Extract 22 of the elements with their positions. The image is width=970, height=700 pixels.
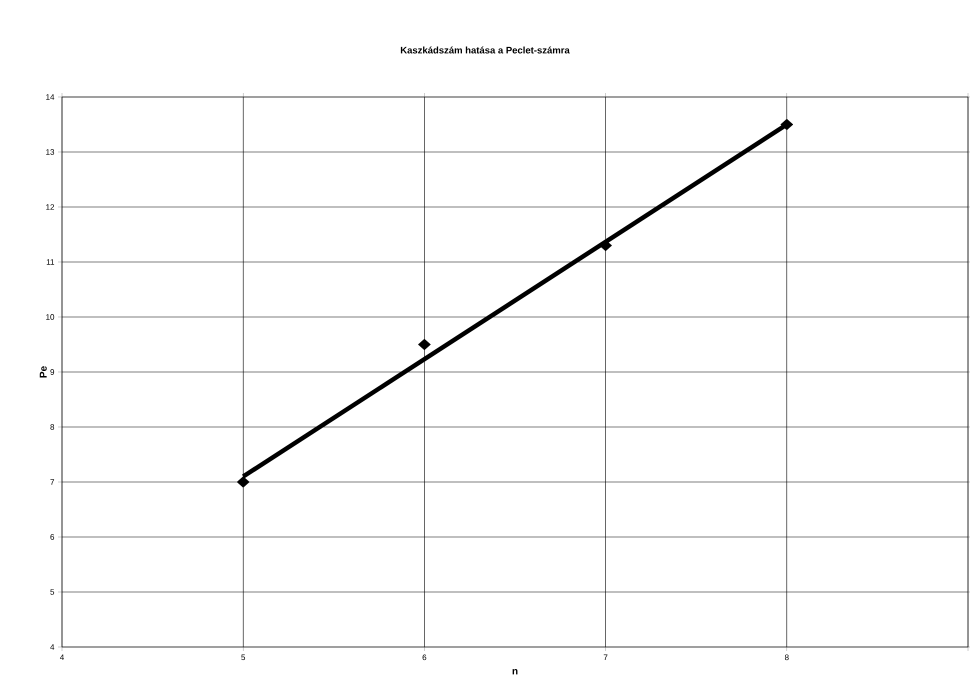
y-tick-label: 4 (50, 644, 54, 650)
x-tick-label: 6 (422, 654, 426, 660)
y-tick-label: 7 (50, 479, 54, 485)
y-tick-label: 11 (46, 259, 54, 265)
y-tick-label: 12 (46, 204, 54, 210)
y-tick-label: 6 (50, 534, 54, 540)
y-tick-label: 5 (50, 589, 54, 595)
point (418, 338, 431, 350)
x-tick-label: 5 (241, 654, 246, 660)
y-tick-label: 14 (46, 94, 54, 100)
y-axis-title: Pe (40, 366, 47, 378)
x-axis-title: n (512, 669, 518, 674)
point (236, 476, 250, 488)
y-tick-label: 8 (50, 424, 54, 430)
y-tick-label: 13 (46, 149, 54, 155)
y-tick-label: 9 (50, 369, 54, 375)
x-tick-label: 8 (784, 654, 789, 660)
chart-title: Kaszkádszám hatása a Peclet-számra (400, 46, 570, 54)
point (780, 118, 794, 130)
x-tick-label: 7 (604, 654, 608, 660)
y-tick-label: 10 (46, 314, 54, 320)
x-tick-label: 4 (60, 654, 64, 660)
